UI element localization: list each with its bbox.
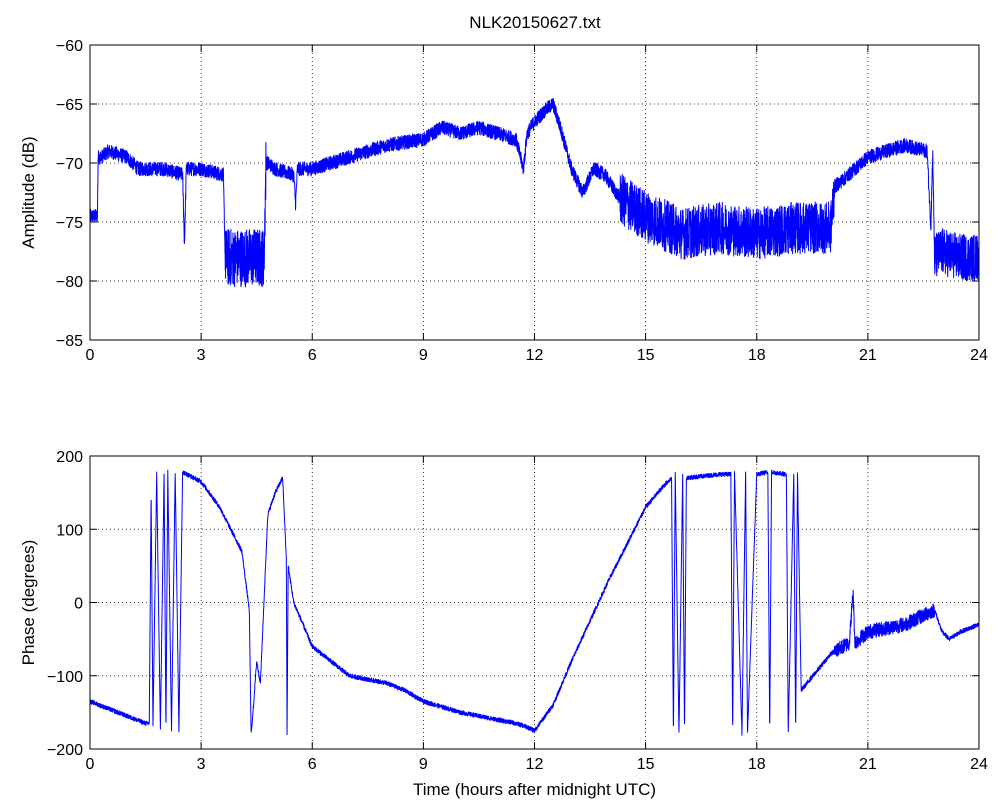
- x-tick-label: 24: [970, 756, 988, 773]
- y-tick-label: 0: [74, 596, 83, 613]
- x-tick-label: 6: [308, 347, 317, 364]
- x-tick-label: 18: [748, 347, 766, 364]
- chart-title: NLK20150627.txt: [469, 13, 601, 32]
- series-line: [89, 469, 980, 736]
- x-tick-label: 3: [197, 756, 206, 773]
- x-tick-label: 12: [526, 347, 544, 364]
- x-tick-label: 21: [859, 756, 877, 773]
- x-tick-label: 15: [637, 756, 655, 773]
- y-tick-label: −200: [47, 742, 83, 759]
- y-tick-label: −60: [56, 38, 83, 55]
- y-tick-label: 200: [56, 449, 83, 466]
- y-tick-label: 100: [56, 522, 83, 539]
- y-tick-label: −65: [56, 97, 83, 114]
- x-tick-label: 12: [526, 756, 544, 773]
- x-tick-label: 9: [419, 756, 428, 773]
- series-line: [89, 97, 980, 288]
- x-axis-label: Time (hours after midnight UTC): [413, 780, 656, 799]
- x-tick-label: 0: [86, 756, 95, 773]
- x-tick-label: 15: [637, 347, 655, 364]
- amplitude-plot: 0 3 6 9 12 15 18 21 24 −85 −80 −75 −70 −65 −60 Amplitud…: [19, 38, 988, 364]
- y-tick-label: −100: [47, 669, 83, 686]
- y-axis-label: Phase (degrees): [19, 540, 38, 666]
- y-axis-label: Amplitude (dB): [19, 136, 38, 248]
- y-tick-label: −75: [56, 215, 83, 232]
- x-tick-label: 21: [859, 347, 877, 364]
- x-tick-label: 9: [419, 347, 428, 364]
- y-tick-label: −80: [56, 274, 83, 291]
- plot-area: [90, 45, 979, 340]
- x-tick-label: 24: [970, 347, 988, 364]
- x-tick-label: 6: [308, 756, 317, 773]
- x-tick-label: 0: [86, 347, 95, 364]
- x-tick-label: 18: [748, 756, 766, 773]
- y-tick-label: −70: [56, 156, 83, 173]
- phase-plot: 0 3 6 9 12 15 18 21 24 −200 −100 0 100 200 Phase (degr…: [19, 449, 988, 799]
- x-tick-label: 3: [197, 347, 206, 364]
- y-tick-label: −85: [56, 333, 83, 350]
